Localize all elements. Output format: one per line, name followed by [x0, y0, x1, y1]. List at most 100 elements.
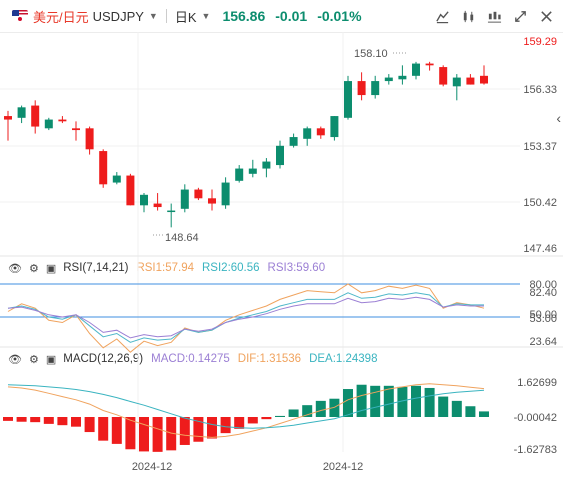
macd-bar [411, 385, 421, 417]
candle-body [194, 189, 203, 199]
candle-body [17, 107, 26, 118]
rsi3-value: RSI3:59.60 [267, 262, 326, 274]
candle-body [316, 128, 325, 136]
candle-body [452, 77, 461, 87]
candle-body [412, 63, 420, 76]
rsi-series [7, 283, 485, 353]
candle-body [4, 116, 12, 120]
macd-bar [152, 417, 163, 452]
macd-bar [397, 386, 408, 417]
candle-body [221, 182, 230, 206]
x-axis-label: 2024-12 [323, 461, 363, 473]
compare-icon[interactable] [485, 7, 503, 25]
macd-bar [16, 417, 27, 422]
last-price: 156.86 [222, 8, 266, 24]
macd-value: MACD:0.14275 [151, 353, 230, 365]
macd-bar [43, 417, 54, 424]
macd-bar [3, 417, 13, 421]
rsi-tick: 82.40 [529, 287, 557, 299]
rsi1-line [7, 283, 485, 353]
macd-bar [424, 387, 435, 417]
macd-bar [57, 417, 68, 426]
candle-body [398, 75, 407, 80]
macd-bar [383, 385, 394, 417]
price-tick: 147.46 [523, 243, 557, 255]
macd-tick: 1.62699 [517, 377, 557, 389]
macd-bar [451, 400, 462, 417]
close-icon[interactable] [537, 7, 555, 25]
macd-bar [315, 400, 326, 417]
macd-bar [207, 417, 217, 439]
candle-body [371, 81, 380, 96]
candlestick-series [4, 61, 488, 228]
settings-gear-icon[interactable]: ⚙ [28, 262, 39, 275]
candle-body [330, 116, 339, 138]
macd-bar [179, 417, 190, 445]
collapse-arrow-icon[interactable]: ‹ [556, 110, 561, 126]
candle-body [85, 128, 94, 150]
rsi-tick: 80.00 [529, 279, 557, 291]
candle-body [276, 145, 284, 166]
hide-eye-icon[interactable]: 👁 [8, 262, 22, 275]
macd-bar [111, 417, 122, 444]
macd-bar [302, 405, 313, 417]
candle-body [235, 168, 244, 181]
candle-body [208, 198, 216, 204]
low-annotation: 148.64 [165, 232, 199, 244]
chart-header: 美元/日元 USDJPY ▼ 日K ▼ 156.86 -0.01 -0.01% [0, 0, 563, 33]
candle-body [167, 210, 176, 213]
macd-bar [247, 417, 258, 424]
macd-bar [98, 417, 109, 441]
hide-eye-icon[interactable]: 👁 [8, 353, 22, 366]
macd-bar [438, 396, 449, 417]
high-annotation: 158.10 [354, 48, 388, 60]
macd-bar [30, 417, 41, 423]
indicator-box-icon[interactable]: ▣ [45, 353, 57, 366]
macd-bar [329, 398, 340, 417]
pair-name-cn[interactable]: 美元/日元 [33, 9, 89, 25]
price-chart[interactable]: 159.29 156.33 153.37 150.42 147.46 158.1… [0, 32, 563, 480]
candle-body [480, 75, 488, 84]
rsi-tick: 50.00 [529, 309, 557, 321]
candle-body [112, 175, 121, 183]
dif-value: DIF:1.31536 [237, 353, 302, 365]
macd-bar [343, 389, 353, 417]
macd-bar [220, 417, 231, 434]
indicator-icon[interactable] [459, 7, 477, 25]
candle-body [31, 105, 40, 127]
price-tick: 150.42 [523, 197, 557, 209]
candle-body [44, 119, 53, 129]
x-axis-label: 2024-12 [132, 461, 172, 473]
macd-name: MACD(12,26,9) [63, 353, 144, 365]
macd-bar [125, 417, 136, 450]
candle-body [262, 161, 271, 169]
price-change-pct: -0.01% [317, 8, 362, 24]
rsi-tick: 53.00 [529, 313, 557, 325]
pair-dropdown-icon[interactable]: ▼ [148, 11, 158, 21]
indicator-box-icon[interactable]: ▣ [45, 262, 57, 275]
price-tick: 156.33 [523, 84, 557, 96]
price-grid [0, 32, 520, 452]
fullscreen-icon[interactable] [511, 7, 529, 25]
macd-bar [275, 415, 285, 417]
macd-bar [193, 417, 204, 442]
rsi3-line [7, 296, 484, 339]
macd-bar [288, 409, 299, 417]
usdjpy-flag-icon [12, 10, 28, 22]
candle-body [384, 77, 393, 82]
settings-gear-icon[interactable]: ⚙ [28, 353, 39, 366]
price-tick: 153.37 [523, 141, 557, 153]
interval-dropdown-icon[interactable]: ▼ [201, 11, 211, 21]
interval-selector[interactable]: 日K [174, 9, 197, 25]
candle-body [140, 194, 148, 206]
pair-symbol[interactable]: USDJPY [92, 8, 144, 24]
candle-body [439, 67, 448, 85]
macd-tick: -1.62783 [514, 444, 557, 456]
candle-body [289, 137, 298, 146]
macd-bar [261, 417, 272, 420]
drawing-icon[interactable] [433, 7, 451, 25]
macd-bar [370, 385, 381, 417]
candle-body [58, 119, 67, 122]
macd-bar [71, 417, 81, 427]
macd-bar [84, 417, 95, 433]
